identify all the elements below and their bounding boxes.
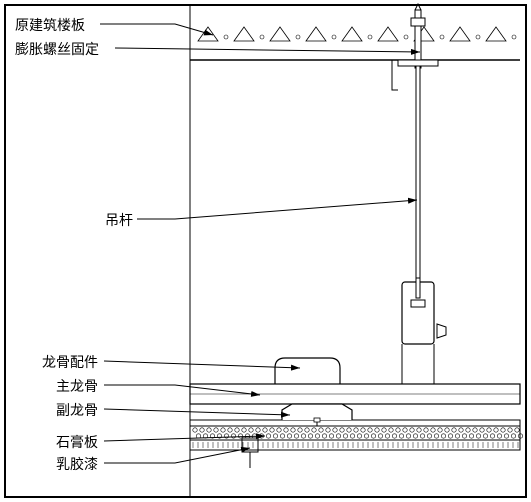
label-main-keel: 主龙骨 <box>56 376 98 396</box>
label-slab: 原建筑楼板 <box>15 15 85 35</box>
label-latex: 乳胶漆 <box>56 454 98 474</box>
label-gypsum: 石膏板 <box>56 432 98 452</box>
label-expansion: 膨胀螺丝固定 <box>15 39 99 59</box>
label-hanger: 吊杆 <box>105 210 133 230</box>
diagram-canvas: 原建筑楼板 膨胀螺丝固定 吊杆 龙骨配件 主龙骨 副龙骨 石膏板 乳胶漆 <box>0 0 531 502</box>
outer-frame <box>4 4 527 498</box>
label-keel-fitting: 龙骨配件 <box>42 352 98 372</box>
label-sub-keel: 副龙骨 <box>56 400 98 420</box>
